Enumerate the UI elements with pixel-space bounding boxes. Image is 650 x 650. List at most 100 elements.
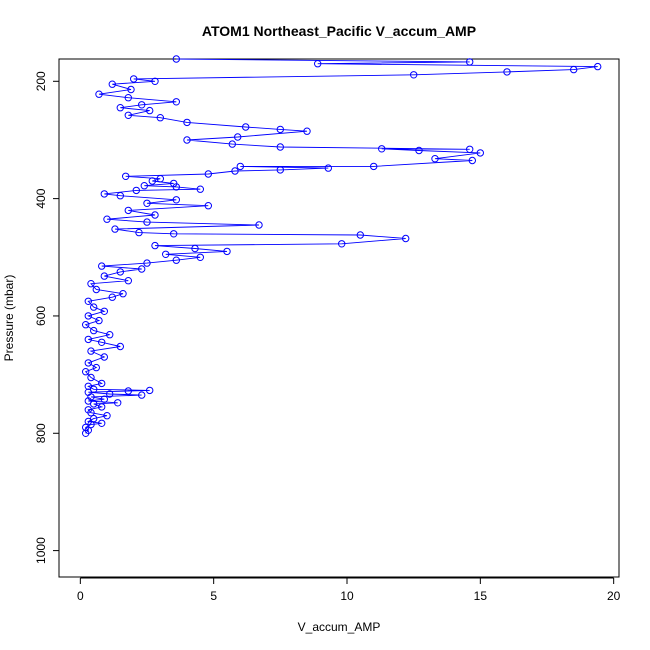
data-point <box>124 94 133 102</box>
data-point <box>162 250 170 259</box>
data-point <box>466 145 474 154</box>
y-tick-label: 800 <box>34 423 48 443</box>
x-tick-label: 10 <box>340 589 354 603</box>
data-point <box>108 293 117 301</box>
data-point <box>84 359 93 367</box>
data-point <box>100 190 109 198</box>
data-point <box>402 234 410 243</box>
data-point <box>138 101 146 109</box>
y-tick-label: 1000 <box>34 537 48 564</box>
data-point <box>100 353 109 361</box>
data-point <box>236 162 245 171</box>
data-point <box>410 71 418 79</box>
data-point <box>170 179 178 188</box>
data-point <box>95 316 103 325</box>
data-point <box>90 303 98 311</box>
data-point <box>98 262 106 270</box>
data-point <box>132 186 141 195</box>
data-point <box>172 55 181 63</box>
data-point <box>106 331 114 339</box>
data-point <box>276 125 284 134</box>
x-tick-label: 20 <box>607 589 621 603</box>
data-point <box>84 335 93 344</box>
data-point <box>151 241 159 250</box>
data-point <box>95 90 103 98</box>
data-point <box>84 406 93 414</box>
data-point <box>122 172 130 181</box>
x-tick-label: 0 <box>77 589 84 603</box>
data-point <box>146 106 154 115</box>
data-point <box>98 403 106 411</box>
data-point <box>324 164 332 172</box>
data-point <box>151 211 159 219</box>
data-point <box>84 312 93 320</box>
data-point <box>119 290 127 298</box>
data-point <box>87 347 95 355</box>
data-point <box>111 225 119 233</box>
data-point <box>196 185 205 193</box>
x-axis-label: V_accum_AMP <box>298 620 381 634</box>
data-point <box>468 156 476 165</box>
data-point <box>103 215 111 223</box>
data-point <box>87 373 95 382</box>
data-point <box>100 272 109 280</box>
data-point <box>140 182 149 190</box>
y-axis-label: Pressure (mbar) <box>2 275 16 362</box>
data-point <box>170 230 178 238</box>
data-point <box>156 114 165 122</box>
data-point <box>108 80 117 88</box>
chart-title: ATOM1 Northeast_Pacific V_accum_AMP <box>202 23 476 39</box>
data-point <box>223 247 231 256</box>
data-point <box>103 412 111 420</box>
data-point <box>92 285 101 294</box>
data-point <box>476 149 484 157</box>
data-point <box>503 68 511 76</box>
data-point <box>124 387 133 395</box>
data-point <box>100 395 109 403</box>
data-point <box>106 390 114 398</box>
data-point <box>148 177 157 185</box>
data-point <box>378 145 386 153</box>
data-point <box>146 386 154 395</box>
data-point <box>143 259 151 267</box>
data-point <box>228 140 237 148</box>
data-point <box>204 170 213 178</box>
data-point <box>98 419 106 427</box>
x-tick-label: 15 <box>474 589 488 603</box>
data-point <box>114 399 122 407</box>
data-point <box>124 206 133 215</box>
data-point <box>116 192 125 200</box>
data-point <box>156 175 165 183</box>
y-axis: 200 400 600 800 1000 <box>34 71 60 564</box>
data-point <box>204 202 213 210</box>
data-point <box>124 111 133 120</box>
data-point <box>135 228 143 237</box>
data-point <box>276 166 284 174</box>
data-point <box>172 98 181 106</box>
data-point <box>466 58 474 66</box>
data-point <box>143 218 151 226</box>
data-point <box>183 118 191 127</box>
data-point <box>92 363 101 372</box>
data-point <box>191 244 199 253</box>
plot-frame <box>58 58 620 578</box>
data-point <box>338 240 346 248</box>
data-point <box>84 382 93 390</box>
data-point <box>98 379 106 388</box>
data-point <box>314 60 322 68</box>
y-tick-label: 600 <box>34 306 48 326</box>
data-point <box>127 85 135 94</box>
data-point <box>242 123 250 131</box>
data-point <box>231 167 239 175</box>
data-point <box>138 265 146 273</box>
data-point <box>84 297 93 305</box>
data-point <box>116 104 125 112</box>
data-point <box>303 127 311 135</box>
data-point <box>370 162 378 171</box>
data-point <box>87 280 95 288</box>
data-point <box>116 268 125 276</box>
data-point <box>570 65 578 74</box>
data-point <box>82 321 90 329</box>
data-point <box>98 338 106 346</box>
data-point <box>183 136 191 144</box>
